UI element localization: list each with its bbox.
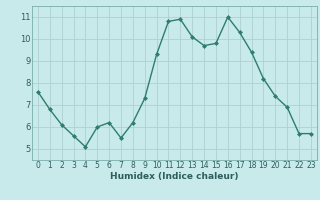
X-axis label: Humidex (Indice chaleur): Humidex (Indice chaleur)	[110, 172, 239, 181]
